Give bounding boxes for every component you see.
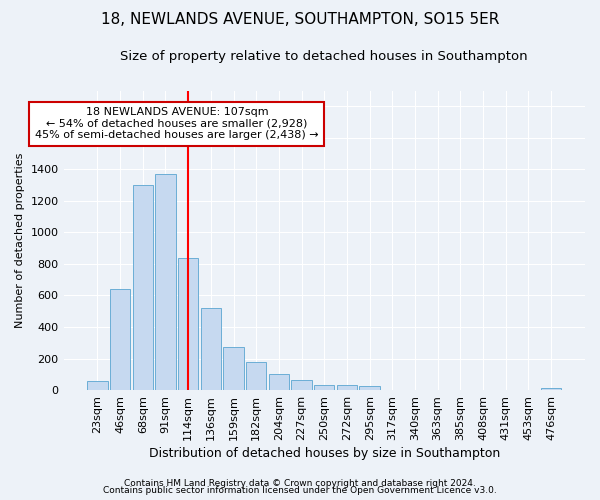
Bar xyxy=(292,380,312,390)
Bar xyxy=(155,174,176,390)
Bar xyxy=(178,258,199,390)
Bar xyxy=(541,388,561,390)
Bar xyxy=(200,308,221,390)
Bar xyxy=(110,289,130,390)
Text: Contains HM Land Registry data © Crown copyright and database right 2024.: Contains HM Land Registry data © Crown c… xyxy=(124,478,476,488)
Bar xyxy=(269,374,289,390)
Text: 18, NEWLANDS AVENUE, SOUTHAMPTON, SO15 5ER: 18, NEWLANDS AVENUE, SOUTHAMPTON, SO15 5… xyxy=(101,12,499,28)
Bar xyxy=(133,185,153,390)
X-axis label: Distribution of detached houses by size in Southampton: Distribution of detached houses by size … xyxy=(149,447,500,460)
Y-axis label: Number of detached properties: Number of detached properties xyxy=(15,152,25,328)
Text: Contains public sector information licensed under the Open Government Licence v3: Contains public sector information licen… xyxy=(103,486,497,495)
Bar xyxy=(337,384,357,390)
Bar xyxy=(246,362,266,390)
Bar xyxy=(223,346,244,390)
Bar xyxy=(359,386,380,390)
Bar xyxy=(314,384,334,390)
Title: Size of property relative to detached houses in Southampton: Size of property relative to detached ho… xyxy=(121,50,528,63)
Bar xyxy=(87,382,107,390)
Text: 18 NEWLANDS AVENUE: 107sqm
← 54% of detached houses are smaller (2,928)
45% of s: 18 NEWLANDS AVENUE: 107sqm ← 54% of deta… xyxy=(35,107,319,140)
